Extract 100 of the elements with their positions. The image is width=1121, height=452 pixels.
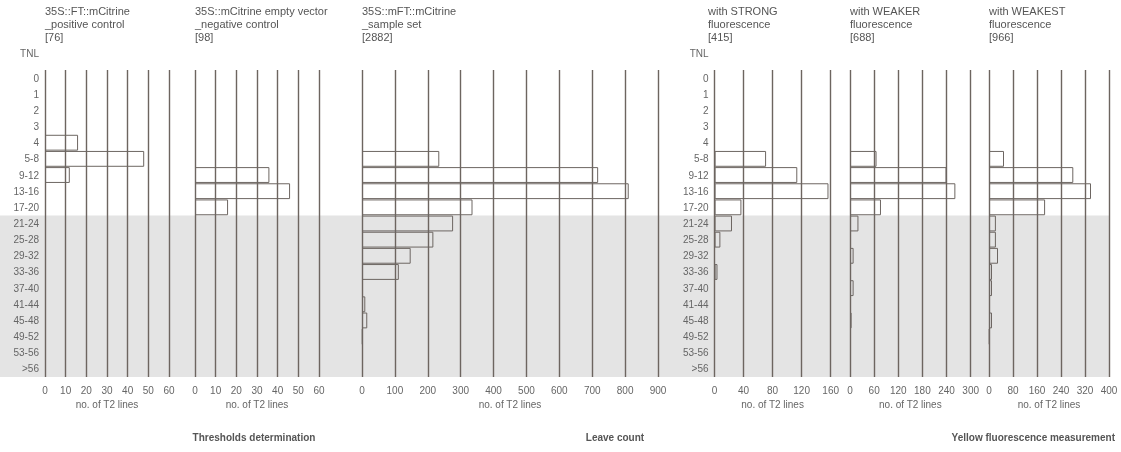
x-tick-label: 600 [550,384,569,396]
x-axis-title: no. of T2 lines [75,399,139,411]
x-tick-label: 180 [914,384,932,396]
x-tick-label: 20 [80,384,93,396]
chart-title: 35S::mCitrine empty vector _negative control [194,4,328,30]
y-tick-label: 21-24 [13,218,40,229]
x-axis-title: no. of T2 lines [1017,399,1081,411]
y-tick-label: 9-12 [688,169,710,181]
chart-title: 35S::FT::mCitrine _positive control [44,4,130,30]
y-tick-label: 13-16 [683,185,710,197]
chart-subtitle: [2882] [362,30,393,43]
x-tick-label: 240 [1052,384,1070,396]
x-tick-label: 200 [419,384,437,396]
x-tick-label: 40 [122,384,134,396]
text: Leave count [585,432,645,443]
y-tick-label: 9-12 [18,169,40,181]
y-tick-label: 25-28 [683,234,710,246]
y-tick-label: 29-32 [13,250,40,262]
y-tick-label: >56 [22,363,40,375]
y-tick-label: 37-40 [683,282,710,294]
x-tick-label: 50 [142,384,155,396]
x-tick-label: 320 [1076,384,1094,396]
y-tick-label: 33-36 [683,266,710,278]
chart-subtitle: [415] [708,30,733,43]
x-tick-label: 300 [962,384,980,396]
y-tick-label: 41-44 [683,298,710,310]
x-tick-label: 50 [292,384,305,396]
x-tick-label: 0 [359,384,366,396]
chart-title: with WEAKER fluorescence [849,4,921,30]
y-tick-label: 4 [703,137,710,149]
x-tick-label: 300 [452,384,470,396]
x-tick-label: 900 [649,384,667,396]
chart-subtitle: [688] [850,30,875,43]
y-tick-label: 13-16 [13,185,40,197]
chart-title: 35S::mFT::mCitrine _sample set [361,4,457,30]
y-tick-label: 2 [33,104,40,116]
x-tick-label: 240 [938,384,956,396]
y-tick-label: 29-32 [683,250,710,262]
y-tick-label: 53-56 [683,347,710,359]
y-tick-label: 45-48 [683,314,710,326]
x-axis-title: no. of T2 lines [879,399,942,411]
y-tick-label: 5-8 [24,153,40,165]
x-tick-label: 120 [793,384,811,396]
x-tick-label: 60 [163,384,175,396]
x-tick-label: 60 [868,384,881,396]
x-tick-label: 30 [251,384,263,396]
y-tick-label: 3 [703,121,710,133]
y-axis-title: TNL [689,47,709,59]
y-tick-label: 41-44 [13,298,40,310]
x-tick-label: 80 [767,384,779,396]
y-tick-label: 0 [703,72,710,84]
y-tick-label: 33-36 [13,266,40,278]
y-tick-label: 17-20 [13,201,40,213]
chart-subtitle: [76] [45,30,64,43]
x-tick-label: 10 [210,384,222,396]
chart-title: with WEAKEST fluorescence [988,4,1066,30]
x-tick-label: 400 [485,384,503,396]
x-tick-label: 80 [1007,384,1019,396]
x-tick-label: 20 [230,384,243,396]
y-tick-label: 1 [703,88,710,100]
y-tick-label: 4 [33,137,40,149]
x-tick-label: 40 [738,384,750,396]
y-tick-label: >56 [691,363,710,375]
x-tick-label: 500 [518,384,536,396]
x-tick-label: 120 [889,384,908,396]
y-tick-label: 45-48 [13,314,40,326]
text: Thresholds determination [192,432,316,443]
x-axis-title: no. of T2 lines [225,399,289,411]
text: Yellow fluorescence measurement [951,432,1115,443]
y-tick-label: 17-20 [683,201,710,213]
chart-subtitle: [98] [195,30,214,43]
x-tick-label: 40 [272,384,284,396]
x-tick-label: 0 [711,384,718,396]
y-tick-label: 0 [33,72,40,84]
chart-subtitle: [966] [989,30,1014,43]
x-tick-label: 700 [583,384,601,396]
x-tick-label: 100 [386,384,404,396]
x-tick-label: 0 [986,384,993,396]
x-tick-label: 400 [1100,384,1118,396]
x-axis-title: no. of T2 lines [478,399,542,411]
y-tick-label: 49-52 [13,331,40,343]
x-tick-label: 160 [822,384,840,396]
x-tick-label: 0 [847,384,854,396]
y-tick-label: 49-52 [683,331,710,343]
y-tick-label: 21-24 [683,218,710,229]
x-tick-label: 30 [101,384,113,396]
y-tick-label: 3 [33,121,40,133]
y-tick-label: 53-56 [13,347,40,359]
x-tick-label: 0 [192,384,199,396]
x-tick-label: 0 [42,384,49,396]
y-tick-label: 5-8 [694,153,710,165]
y-axis-title: TNL [20,47,40,59]
x-tick-label: 60 [313,384,325,396]
y-tick-label: 25-28 [13,234,40,246]
y-tick-label: 1 [33,88,40,100]
x-tick-label: 160 [1028,384,1046,396]
y-tick-label: 2 [703,104,710,116]
chart-title: with STRONG fluorescence [707,4,778,30]
x-tick-label: 800 [616,384,634,396]
y-tick-label: 37-40 [13,282,40,294]
